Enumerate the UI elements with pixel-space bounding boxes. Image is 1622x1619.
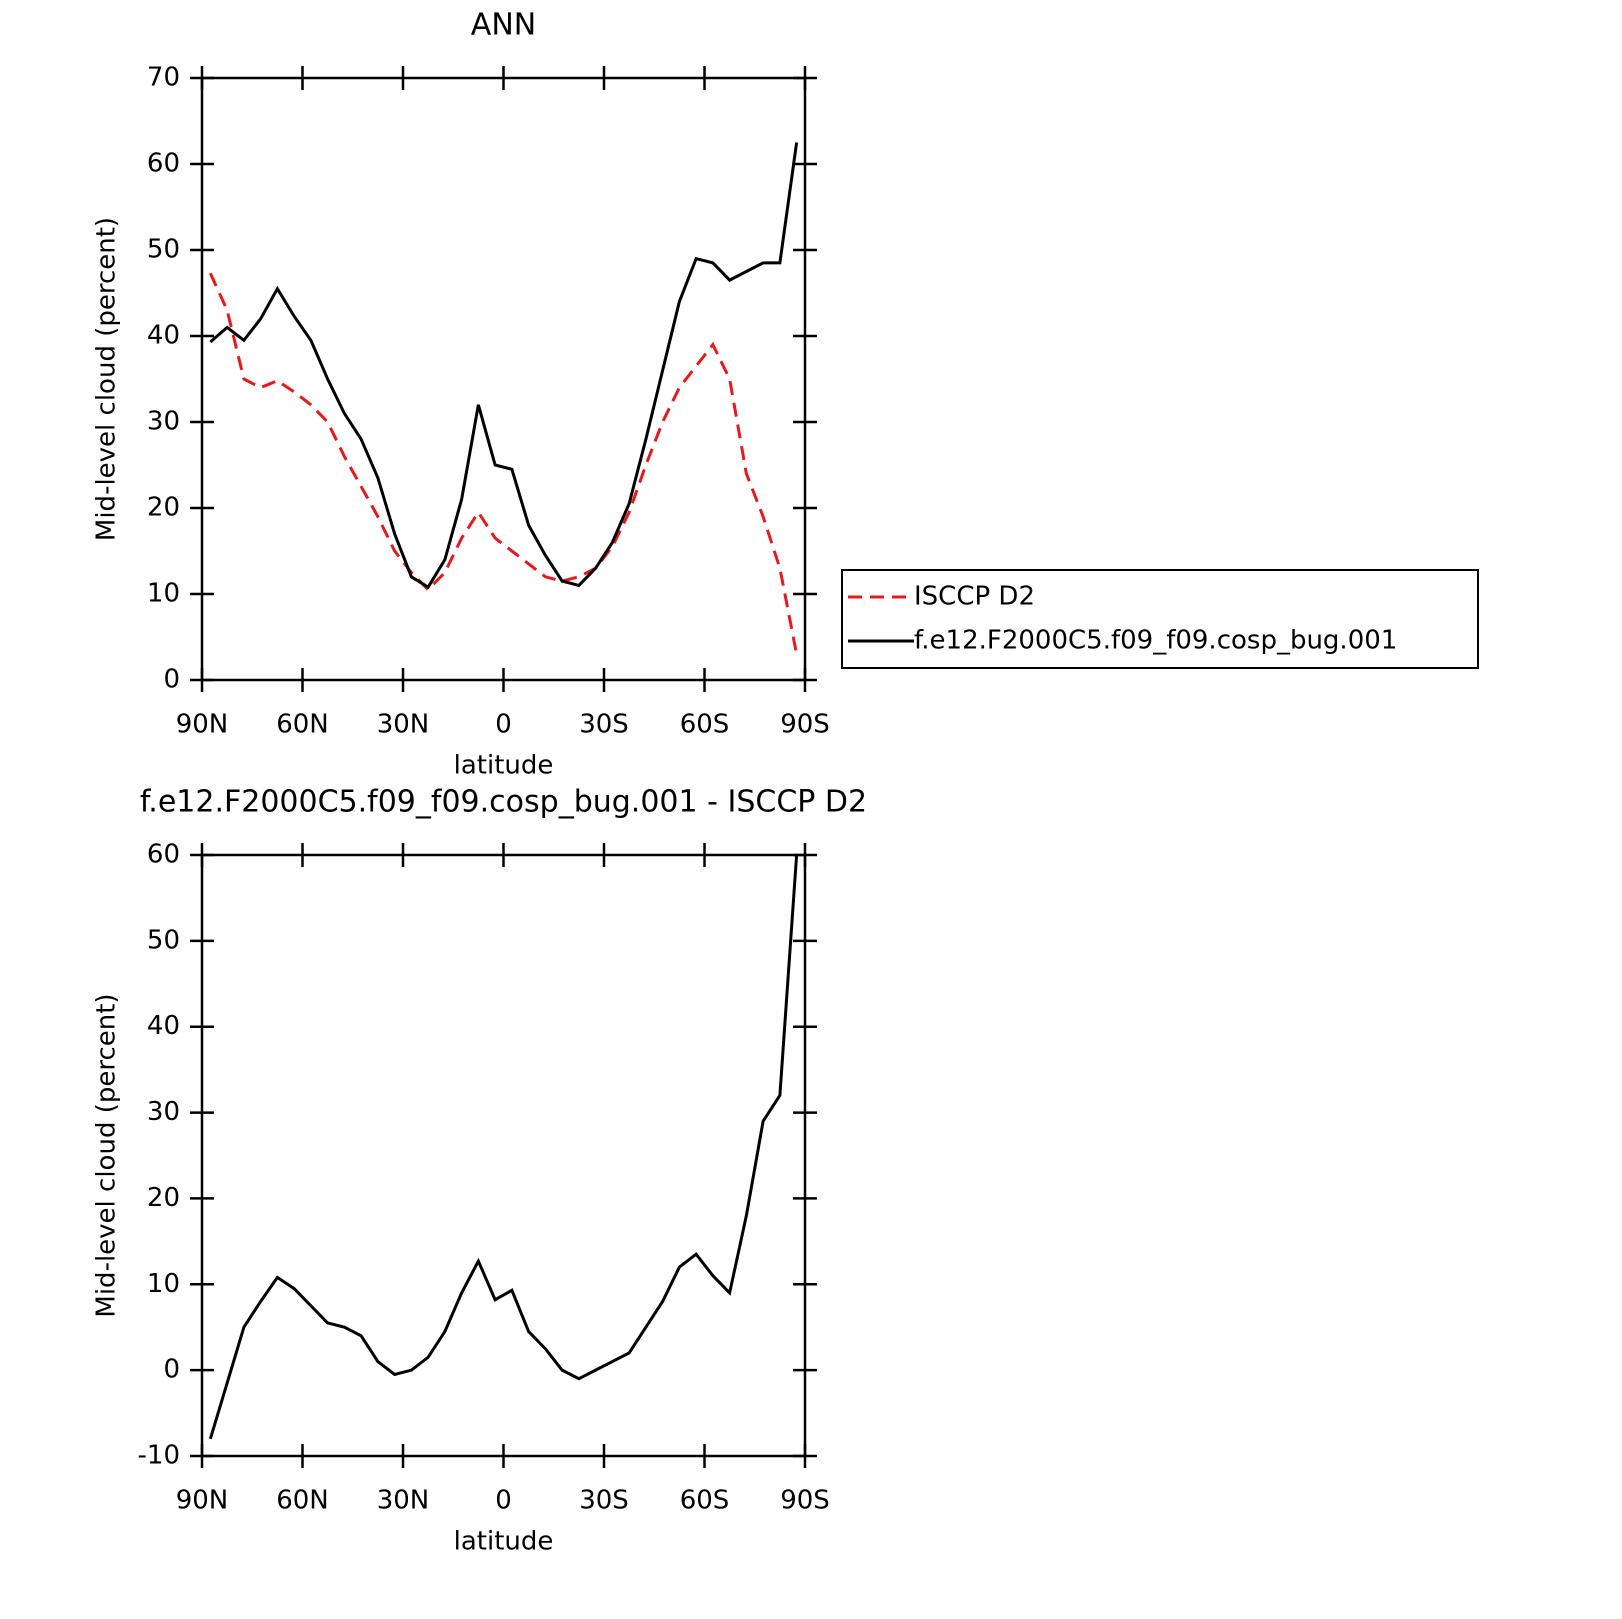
x-tick-label: 0 xyxy=(495,710,512,740)
x-tick-label: 30N xyxy=(377,710,430,740)
x-tick-label: 0 xyxy=(495,1486,512,1516)
x-tick-label: 90N xyxy=(176,1486,229,1516)
y-tick-label: 30 xyxy=(147,1097,180,1127)
y-tick-label: 20 xyxy=(147,1183,180,1213)
y-tick-label: 20 xyxy=(147,493,180,523)
plot-frame xyxy=(200,853,807,1458)
plot-frame xyxy=(200,76,807,682)
x-axis-label: latitude xyxy=(454,1527,554,1557)
x-tick-label: 60N xyxy=(276,1486,329,1516)
y-tick-label: 50 xyxy=(147,925,180,955)
chart-title: ANN xyxy=(471,8,536,43)
y-tick-label: 0 xyxy=(163,665,180,695)
y-tick-label: 50 xyxy=(147,235,180,265)
x-tick-label: 60S xyxy=(680,710,730,740)
y-tick-label: 60 xyxy=(147,840,180,870)
y-tick-label: 60 xyxy=(147,149,180,179)
legend-label: ISCCP D2 xyxy=(914,582,1035,612)
data-line xyxy=(208,854,799,1440)
y-tick-label: 40 xyxy=(147,321,180,351)
y-tick-label: 0 xyxy=(163,1355,180,1385)
chart-title: f.e12.F2000C5.f09_f09.cosp_bug.001 - ISC… xyxy=(140,785,867,820)
x-tick-label: 30N xyxy=(377,1486,430,1516)
x-tick-label: 90N xyxy=(176,710,229,740)
y-tick-label: 30 xyxy=(147,407,180,437)
data-line xyxy=(209,142,799,590)
x-tick-label: 60S xyxy=(680,1486,730,1516)
y-tick-label: 70 xyxy=(147,63,180,93)
y-tick-label: 10 xyxy=(147,1269,180,1299)
legend-box xyxy=(841,569,1479,669)
x-tick-label: 30S xyxy=(579,710,629,740)
y-axis-label: Mid-level cloud (percent) xyxy=(92,217,122,541)
x-tick-label: 90S xyxy=(780,1486,830,1516)
x-tick-label: 30S xyxy=(579,1486,629,1516)
x-axis-label: latitude xyxy=(454,751,554,781)
x-tick-label: 90S xyxy=(780,710,830,740)
data-line xyxy=(209,272,799,655)
x-tick-label: 60N xyxy=(276,710,329,740)
y-tick-label: 10 xyxy=(147,579,180,609)
y-axis-label: Mid-level cloud (percent) xyxy=(92,993,122,1317)
legend-label: f.e12.F2000C5.f09_f09.cosp_bug.001 xyxy=(914,626,1397,656)
y-tick-label: 40 xyxy=(147,1011,180,1041)
y-tick-label: -10 xyxy=(138,1441,180,1471)
